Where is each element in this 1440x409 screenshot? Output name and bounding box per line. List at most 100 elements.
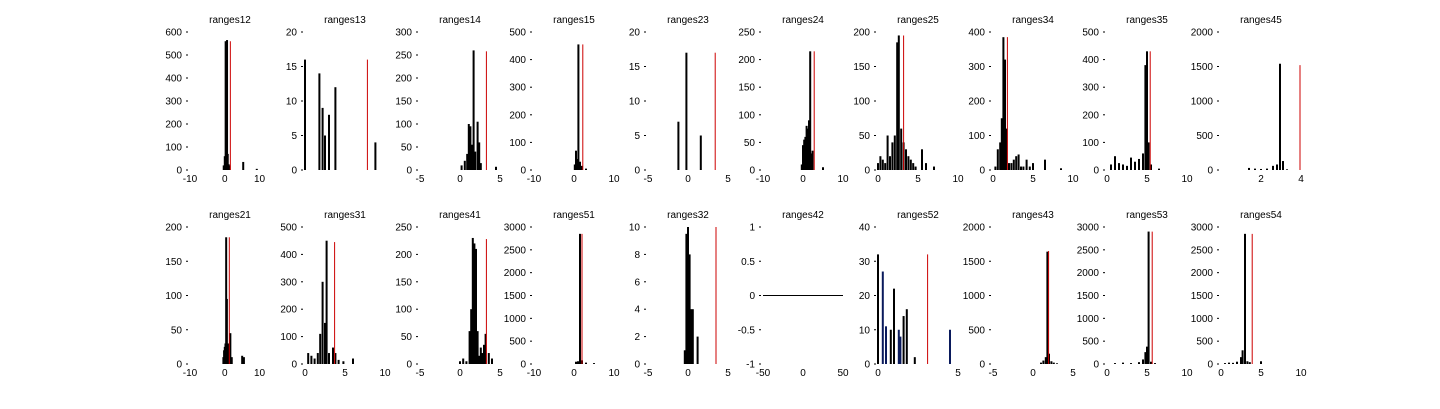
panel-title: ranges15 — [553, 15, 595, 26]
histogram-bar — [471, 237, 474, 364]
histogram-bar — [1240, 357, 1242, 364]
x-tick-label: 10 — [254, 368, 266, 379]
panel-ranges41: ranges41 0 50 100 150 200 250 -5 0 5 — [395, 210, 503, 379]
y-tick-label: 1500 — [963, 257, 986, 268]
histogram-bar — [1154, 363, 1156, 364]
y-tick-label: 400 — [968, 28, 985, 39]
histogram-bar — [806, 128, 809, 170]
y-tick-label: 150 — [738, 83, 755, 94]
histogram-bar — [328, 114, 330, 170]
x-tick-label: 4 — [1298, 174, 1304, 185]
y-tick-label: 400 — [1082, 55, 1099, 66]
x-tick-label: 0 — [875, 368, 881, 379]
x-tick-label: 0 — [302, 368, 308, 379]
y-tick-label: 500 — [509, 337, 526, 348]
histogram-bar — [900, 128, 903, 170]
panel-ranges42: ranges42 -1 -0.5 0 0.5 1 -50 0 50 — [738, 210, 849, 379]
histogram-bar — [575, 361, 577, 364]
histogram-bar — [1134, 161, 1136, 170]
x-tick-label: 5 — [725, 368, 731, 379]
histogram-bar — [475, 248, 477, 364]
histogram-bar — [683, 350, 686, 364]
histogram-bar — [1254, 168, 1256, 170]
x-tick-label: 5 — [497, 368, 503, 379]
y-tick-label: 2000 — [504, 268, 527, 279]
y-tick-label: 500 — [280, 223, 297, 234]
x-tick-label: 0 — [685, 174, 691, 185]
panel-title: ranges23 — [667, 15, 709, 26]
x-tick-label: 5 — [1144, 368, 1150, 379]
y-tick-label: 150 — [395, 277, 412, 288]
histogram-bar — [897, 329, 900, 364]
y-tick-label: 100 — [509, 138, 526, 149]
panel-title: ranges13 — [324, 15, 366, 26]
y-tick-label: 150 — [395, 97, 412, 108]
y-tick-label: 10 — [286, 97, 298, 108]
histogram-bar — [1114, 156, 1116, 170]
y-tick-label: 200 — [280, 305, 297, 316]
histogram-bar — [304, 59, 306, 170]
histogram-bar — [321, 107, 324, 170]
y-tick-label: 200 — [968, 97, 985, 108]
y-tick-label: 100 — [280, 332, 297, 343]
panel-title: ranges32 — [667, 210, 709, 221]
x-tick-label: 2 — [1258, 174, 1264, 185]
histogram-bar — [1025, 159, 1028, 170]
y-tick-label: 300 — [968, 62, 985, 73]
y-tick-label: 0 — [520, 360, 526, 371]
histogram-bar — [227, 164, 230, 170]
x-tick-label: 0 — [457, 174, 463, 185]
histogram-bar — [1002, 37, 1005, 170]
panel-ranges32: ranges32 0 2 4 6 8 10 -5 0 5 — [629, 210, 731, 379]
y-tick-label: 0 — [634, 166, 640, 177]
histogram-bar — [463, 160, 466, 170]
x-tick-label: 10 — [1067, 174, 1079, 185]
histogram-bar — [229, 333, 232, 364]
histogram-bar — [484, 333, 487, 364]
histogram-bar — [230, 357, 233, 364]
y-tick-label: 200 — [395, 74, 412, 85]
histogram-bar — [907, 156, 910, 170]
histogram-bar — [1130, 157, 1132, 170]
histogram-bar — [897, 35, 900, 171]
y-tick-label: 0 — [749, 291, 755, 302]
y-tick-label: 100 — [738, 110, 755, 121]
x-tick-label: 50 — [837, 368, 849, 379]
histogram-bar — [1122, 362, 1124, 364]
histogram-bar — [334, 87, 337, 170]
histogram-bar — [800, 164, 803, 170]
x-tick-label: -5 — [416, 368, 425, 379]
histogram-bar — [1272, 165, 1274, 170]
y-tick-label: 500 — [1082, 28, 1099, 39]
panel-title: ranges34 — [1012, 15, 1054, 26]
y-tick-label: 0.5 — [741, 257, 755, 268]
y-tick-label: 150 — [853, 62, 870, 73]
x-tick-label: 10 — [254, 174, 266, 185]
histogram-bar — [1028, 166, 1031, 170]
histogram-bar — [334, 353, 337, 364]
y-tick-label: 40 — [859, 223, 871, 234]
histogram-bar — [1241, 350, 1244, 364]
histogram-bar — [1260, 361, 1262, 364]
histogram-bar — [325, 240, 328, 364]
histogram-bar — [1144, 65, 1147, 170]
histogram-bar — [1244, 233, 1246, 364]
y-tick-label: 200 — [738, 55, 755, 66]
y-tick-label: 200 — [395, 250, 412, 261]
y-tick-label: 0 — [176, 360, 182, 371]
histogram-bar — [1150, 361, 1152, 364]
histogram-bar — [688, 254, 691, 364]
histogram-bar — [1142, 359, 1144, 364]
y-tick-label: 400 — [509, 55, 526, 66]
panel-title: ranges51 — [553, 210, 595, 221]
histogram-bar — [1150, 164, 1152, 170]
histogram-bar — [577, 44, 580, 170]
panel-ranges43: ranges43 0 500 1000 1500 2000 -5 0 5 — [963, 210, 1076, 379]
x-tick-label: 5 — [1030, 174, 1036, 185]
histogram-bar — [1050, 361, 1053, 364]
histogram-bar — [479, 347, 482, 364]
histogram-bar — [877, 163, 879, 170]
